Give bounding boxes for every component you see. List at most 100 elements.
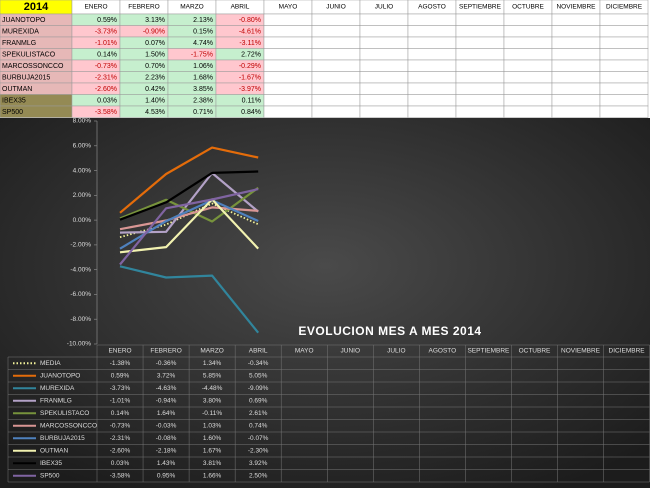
cell [311, 94, 361, 107]
data-label: -4.63% [156, 385, 177, 392]
data-label: -2.18% [156, 447, 177, 454]
legend-label: MUREXIDA [40, 385, 75, 392]
cell [311, 71, 361, 84]
header-text: ABRIL [231, 4, 250, 11]
cell [503, 48, 553, 61]
y-tick-label: -2.00% [70, 242, 91, 249]
header-text: ENERO [84, 4, 107, 11]
cell [599, 13, 649, 26]
cell [311, 105, 361, 118]
x-tick-label: DICIEMBRE [609, 348, 646, 355]
cell [359, 105, 409, 118]
data-label: 0.95% [157, 472, 176, 479]
row-label: MARCOSSONCCO [2, 63, 64, 70]
cell [599, 71, 649, 84]
data-label: -2.60% [110, 447, 131, 454]
data-label: 2.61% [249, 410, 268, 417]
x-tick-label: ENERO [108, 348, 131, 355]
data-label: 5.05% [249, 372, 268, 379]
row-label: OUTMAN [2, 86, 32, 93]
legend-label: BURBUJA2015 [40, 435, 85, 442]
data-label: 1.03% [203, 422, 222, 429]
cell [599, 82, 649, 95]
cell [455, 105, 505, 118]
cell [551, 105, 601, 118]
cell-text: -2.31% [95, 75, 117, 82]
row-label: SP500 [2, 109, 23, 116]
cell-text: 0.84% [241, 109, 261, 116]
cell [311, 25, 361, 38]
data-label: -0.73% [110, 422, 131, 429]
header-text: JULIO [375, 4, 393, 11]
cell [359, 48, 409, 61]
cell [407, 71, 457, 84]
legend-label: OUTMAN [40, 447, 68, 454]
cell-text: -3.58% [95, 109, 117, 116]
cell [359, 71, 409, 84]
cell [407, 25, 457, 38]
cell-text: -0.90% [143, 29, 165, 36]
y-tick-label: 2.00% [73, 192, 92, 199]
row-label: FRANMLG [2, 40, 36, 47]
cell [263, 71, 313, 84]
series-line [119, 202, 259, 239]
data-label: 5.85% [203, 372, 222, 379]
x-tick-label: AGOSTO [429, 348, 457, 355]
cell-text: 0.71% [193, 109, 213, 116]
cell [311, 36, 361, 49]
data-label: -2.30% [248, 447, 269, 454]
cell-text: -3.97% [239, 86, 261, 93]
cell-text: 2.38% [193, 98, 213, 105]
series-line [119, 170, 259, 221]
cell [407, 59, 457, 72]
cell-text: 4.74% [193, 40, 213, 47]
cell [455, 71, 505, 84]
legend-label: SP500 [40, 472, 60, 479]
x-tick-label: FEBRERO [150, 348, 181, 355]
data-label: 1.66% [203, 472, 222, 479]
data-label: -1.01% [110, 397, 131, 404]
cell [551, 36, 601, 49]
data-label: -0.08% [156, 435, 177, 442]
cell-text: -3.73% [95, 29, 117, 36]
cell [263, 105, 313, 118]
header-text: OCTUBRE [512, 4, 544, 11]
cell [551, 25, 601, 38]
y-tick-label: -6.00% [70, 291, 91, 298]
cell-text: 0.70% [145, 63, 165, 70]
y-tick-label: -4.00% [70, 266, 91, 273]
data-label: -4.48% [202, 385, 223, 392]
cell-text: -0.29% [239, 63, 261, 70]
cell [311, 59, 361, 72]
data-label: 2.50% [249, 472, 268, 479]
cell [551, 94, 601, 107]
x-tick-label: JULIO [387, 348, 405, 355]
cell [311, 48, 361, 61]
data-label: -3.73% [110, 385, 131, 392]
data-label: -0.36% [156, 360, 177, 367]
data-label: 1.34% [203, 360, 222, 367]
cell-text: 0.15% [193, 29, 213, 36]
row-label: BURBUJA2015 [2, 75, 50, 82]
cell [455, 94, 505, 107]
data-label: -1.38% [110, 360, 131, 367]
cell-text: 2.72% [241, 52, 261, 59]
cell [503, 105, 553, 118]
cell [311, 82, 361, 95]
cell-text: -2.60% [95, 86, 117, 93]
cell [407, 36, 457, 49]
cell [263, 48, 313, 61]
cell [263, 13, 313, 26]
cell [359, 25, 409, 38]
cell [599, 48, 649, 61]
data-label: 0.74% [249, 422, 268, 429]
header-text: JUNIO [326, 4, 346, 11]
data-label: -0.34% [248, 360, 269, 367]
row-label: IBEX35 [2, 98, 26, 105]
row-label: JUANOTOPO [2, 17, 46, 24]
cell-text: 3.85% [193, 86, 213, 93]
cell [599, 105, 649, 118]
cell [503, 13, 553, 26]
cell [359, 36, 409, 49]
